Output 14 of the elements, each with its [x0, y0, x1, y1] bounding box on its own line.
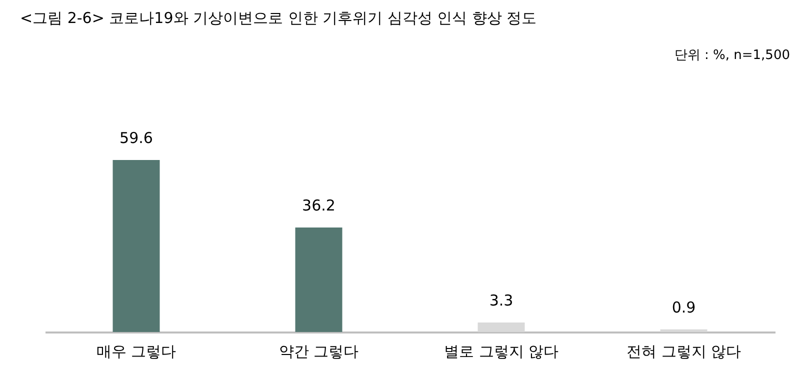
data-label: 59.6: [120, 129, 153, 147]
bar: [112, 160, 160, 332]
bar: [660, 329, 708, 332]
x-tick-label: 전혀 그렇지 않다: [626, 342, 742, 360]
text: 단위 : %, n=1,500: [674, 48, 790, 63]
x-tick-label: 약간 그렇다: [278, 342, 359, 360]
data-label: 3.3: [489, 291, 514, 310]
bar: [295, 228, 342, 332]
chart-title: <그림 2-6> 코로나19와 기상이변으로 인한 기후위기 심각성 인식 향상 정도: [20, 9, 537, 27]
x-tick-label: 별로 그렇지 않다: [444, 342, 559, 360]
data-label: 0.9: [672, 298, 696, 316]
data-label: 36.2: [302, 196, 336, 215]
x-tick-label: 매우 그렇다: [96, 342, 176, 360]
bar: [478, 322, 525, 332]
